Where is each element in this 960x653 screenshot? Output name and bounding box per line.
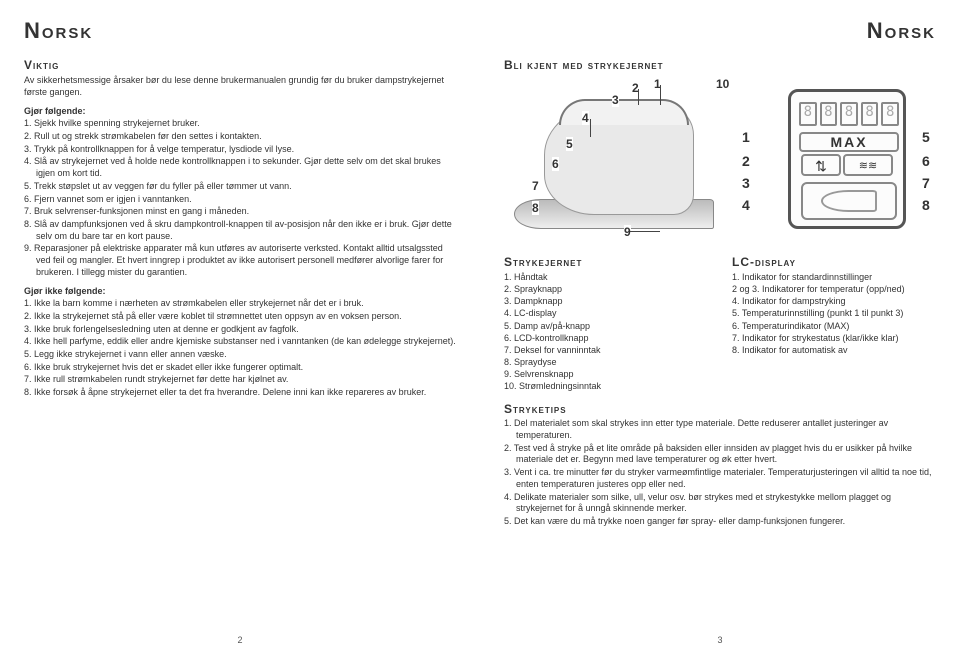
side-num: 4 [742,197,750,213]
lcd-digit: 8 [820,102,838,126]
list-item: 1. Håndtak [504,271,708,283]
iron-diagram: 1 2 3 4 5 6 7 8 9 10 [504,75,732,245]
page-left: Norsk Viktig Av sikkerhetsmessige årsake… [0,0,480,653]
list-item: 1. Ikke la barn komme i nærheten av strø… [24,298,456,310]
lcd-digit: 8 [881,102,899,126]
tips-heading: Stryketips [504,402,936,416]
list-item: 2. Rull ut og strekk strømkabelen før de… [24,131,456,143]
parts-list: 1. Håndtak 2. Sprayknapp 3. Dampknapp 4.… [504,271,708,392]
lcd-legend: LC-display 1. Indikator for standardinns… [732,255,936,392]
list-item: 6. Fjern vannet som er igjen i vanntanke… [24,194,456,206]
dont-list: 1. Ikke la barn komme i nærheten av strø… [24,298,456,399]
list-item: 1. Indikator for standardinnstillinger [732,271,936,283]
callout-3: 3 [612,93,619,107]
lcd-diagram: 8 8 8 8 8 MAX ⇅ ≋≋ [772,75,912,245]
list-item: 5. Temperaturinnstilling (punkt 1 til pu… [732,307,936,319]
list-item: 9. Selvrensknapp [504,368,708,380]
callout-line [660,85,661,105]
list-item: 8. Slå av dampfunksjonen ved å skru damp… [24,219,456,242]
page-number-right: 3 [717,635,722,645]
do-heading: Gjør følgende: [24,106,456,116]
list-item: 8. Spraydyse [504,356,708,368]
list-item: 2. Ikke la strykejernet stå på eller vær… [24,311,456,323]
legend-columns: Strykejernet 1. Håndtak 2. Sprayknapp 3.… [504,255,936,392]
list-item: 2. Sprayknapp [504,283,708,295]
list-item: 4. LC-display [504,307,708,319]
list-item: 7. Indikator for strykestatus (klar/ikke… [732,332,936,344]
side-num: 1 [742,129,750,145]
page-title-left: Norsk [24,18,456,44]
important-heading: Viktig [24,58,456,72]
list-item: 8. Indikator for automatisk av [732,344,936,356]
lcd-side-numbers: 5 6 7 8 [922,75,936,245]
lcd-iron-icon [801,182,897,220]
callout-6: 6 [552,157,559,171]
lcd-max-indicator: MAX [799,132,899,152]
iron-handle-shape [559,99,689,125]
list-item: 7. Ikke rull strømkabelen rundt strykeje… [24,374,456,386]
important-intro: Av sikkerhetsmessige årsaker bør du lese… [24,75,456,98]
list-item: 5. Damp av/på-knapp [504,320,708,332]
parts-heading: Strykejernet [504,255,708,269]
lcd-steam-icon: ≋≋ [843,154,893,176]
dont-heading: Gjør ikke følgende: [24,286,456,296]
callout-line [630,231,660,232]
know-heading: Bli kjent med strykejernet [504,58,936,72]
side-num: 3 [742,175,750,191]
callout-9: 9 [624,225,631,239]
callout-5: 5 [566,137,573,151]
page-right: Norsk Bli kjent med strykejernet 1 2 3 4… [480,0,960,653]
list-item: 4. Indikator for dampstryking [732,295,936,307]
parts-legend: Strykejernet 1. Håndtak 2. Sprayknapp 3.… [504,255,708,392]
list-item: 1. Del materialet som skal strykes inn e… [504,418,936,441]
list-item: 4. Delikate materialer som silke, ull, v… [504,492,936,515]
list-item: 10. Strømledningsinntak [504,380,708,392]
tips-list: 1. Del materialet som skal strykes inn e… [504,418,936,527]
list-item: 4. Ikke hell parfyme, eddik eller andre … [24,336,456,348]
page-number-left: 2 [237,635,242,645]
list-item: 5. Det kan være du må trykke noen ganger… [504,516,936,528]
lcd-digit: 8 [861,102,879,126]
do-list: 1. Sjekk hvilke spenning strykejernet br… [24,118,456,278]
list-item: 8. Ikke forsøk å åpne strykejernet eller… [24,387,456,399]
diagram-area: 1 2 3 4 5 6 7 8 9 10 1 2 3 4 [504,75,936,245]
side-num: 5 [922,129,930,145]
list-item: 7. Bruk selvrenser-funksjonen minst en g… [24,206,456,218]
list-item: 2 og 3. Indikatorer for temperatur (opp/… [732,283,936,295]
side-num: 7 [922,175,930,191]
lcd-segments: 8 8 8 8 8 [799,102,899,126]
callout-line [638,89,639,105]
lcd-digit: 8 [799,102,817,126]
list-item: 3. Dampknapp [504,295,708,307]
list-item: 1. Sjekk hvilke spenning strykejernet br… [24,118,456,130]
list-item: 5. Trekk støpslet ut av veggen før du fy… [24,181,456,193]
iron-side-numbers: 1 2 3 4 [742,75,762,245]
list-item: 6. Ikke bruk strykejernet hvis det er sk… [24,362,456,374]
callout-8: 8 [532,201,539,215]
list-item: 5. Legg ikke strykejernet i vann eller a… [24,349,456,361]
lcd-frame: 8 8 8 8 8 MAX ⇅ ≋≋ [788,89,906,229]
list-item: 9. Reparasjoner på elektriske apparater … [24,243,456,278]
callout-7: 7 [532,179,539,193]
list-item: 7. Deksel for vanninntak [504,344,708,356]
list-item: 6. Temperaturindikator (MAX) [732,320,936,332]
callout-line [590,119,591,137]
callout-4: 4 [582,111,589,125]
list-item: 2. Test ved å stryke på et lite område p… [504,443,936,466]
lcd-arrow-icon: ⇅ [801,154,841,176]
list-item: 3. Trykk på kontrollknappen for å velge … [24,144,456,156]
lcd-heading: LC-display [732,255,936,269]
list-item: 3. Vent i ca. tre minutter før du stryke… [504,467,936,490]
list-item: 4. Slå av strykejernet ved å holde nede … [24,156,456,179]
list-item: 3. Ikke bruk forlengelsesledning uten at… [24,324,456,336]
page-title-right: Norsk [504,18,936,44]
side-num: 6 [922,153,930,169]
lcd-list: 1. Indikator for standardinnstillinger 2… [732,271,936,356]
callout-10: 10 [716,77,729,91]
side-num: 2 [742,153,750,169]
side-num: 8 [922,197,930,213]
lcd-digit: 8 [840,102,858,126]
list-item: 6. LCD-kontrollknapp [504,332,708,344]
